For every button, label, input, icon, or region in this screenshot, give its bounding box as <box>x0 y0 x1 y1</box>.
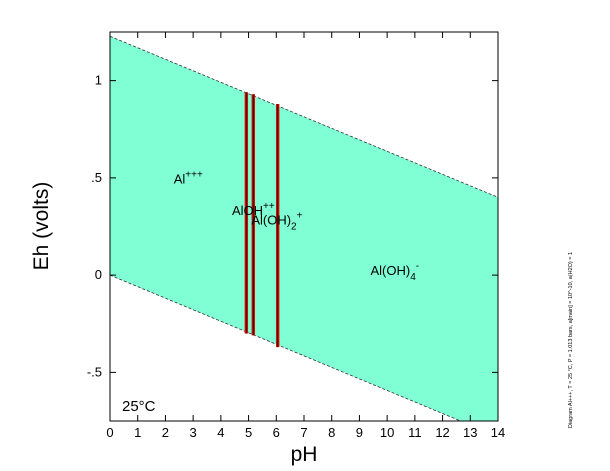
x-tick-label: 12 <box>435 425 449 440</box>
x-tick-label: 2 <box>162 425 169 440</box>
x-tick-label: 7 <box>300 425 307 440</box>
x-tick-label: 3 <box>190 425 197 440</box>
x-tick-label: 13 <box>463 425 477 440</box>
y-tick-label: .5 <box>91 170 102 185</box>
water-lower-limit-line <box>110 274 462 421</box>
side-note: Diagram Al+++, T = 25 °C, P = 1.013 bars… <box>568 252 574 428</box>
y-tick-label: -.5 <box>87 364 102 379</box>
temperature-label: 25°C <box>122 398 156 415</box>
x-tick-label: 4 <box>217 425 224 440</box>
y-tick-label: 0 <box>95 267 102 282</box>
water-upper-limit-line <box>110 35 498 198</box>
x-tick-label: 10 <box>380 425 394 440</box>
x-tick-label: 11 <box>408 425 422 440</box>
x-tick-label: 5 <box>245 425 252 440</box>
x-tick-label: 14 <box>491 425 505 440</box>
species-label: Al+++ <box>174 170 203 187</box>
species-label: Al(OH)4- <box>371 261 420 283</box>
x-tick-label: 1 <box>134 425 141 440</box>
x-tick-label: 8 <box>328 425 335 440</box>
x-tick-label: 9 <box>356 425 363 440</box>
species-label: AlOH++ <box>232 201 275 218</box>
water-stability-field <box>110 36 498 421</box>
boundary-lines-layer <box>244 92 280 348</box>
x-tick-label: 0 <box>106 425 113 440</box>
species-labels-layer: Al+++ AlOH++Al(OH)2+ Al(OH)4- <box>174 170 419 283</box>
x-axis-title: pH <box>291 443 318 466</box>
x-tick-label: 6 <box>273 425 280 440</box>
y-axis-title: Eh (volts) <box>30 182 53 271</box>
axis-ticks-layer: 0 1 2 3 4 5 6 7 8 9 10 11 12 13 141.50-.5 <box>87 32 505 440</box>
stability-field-layer <box>110 35 498 421</box>
species-label: Al(OH)2+ <box>251 211 302 233</box>
y-tick-label: 1 <box>95 73 102 88</box>
